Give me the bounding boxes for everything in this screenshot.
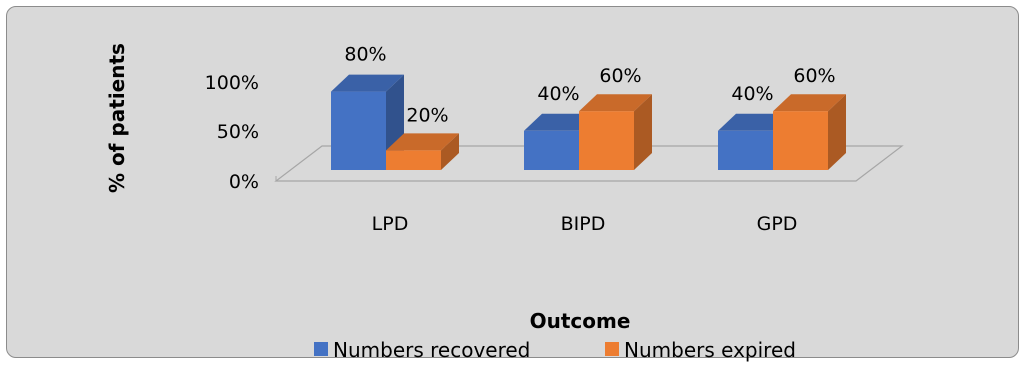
data-label: 40% bbox=[537, 83, 579, 105]
y-tick-labels: 0% 50% 100% bbox=[205, 72, 259, 193]
bar bbox=[386, 133, 459, 170]
x-axis-title: Outcome bbox=[530, 309, 631, 333]
bars bbox=[331, 74, 846, 170]
y-tick-label: 0% bbox=[229, 171, 259, 193]
data-label: 40% bbox=[731, 83, 773, 105]
legend-label-expired: Numbers expired bbox=[624, 338, 796, 362]
chart-area bbox=[6, 6, 1019, 358]
x-tick-label: BIPD bbox=[561, 213, 606, 235]
legend: Numbers recovered Numbers expired bbox=[314, 338, 796, 362]
data-label: 60% bbox=[793, 65, 835, 87]
x-tick-label: LPD bbox=[372, 213, 409, 235]
legend-swatch-recovered bbox=[314, 342, 328, 356]
data-labels: 80% 20% 40% 60% 40% 60% bbox=[344, 44, 835, 127]
bar bbox=[579, 94, 652, 170]
y-tick-label: 100% bbox=[205, 72, 259, 94]
data-label: 20% bbox=[406, 104, 448, 126]
x-tick-labels: LPD BIPD GPD bbox=[372, 213, 798, 235]
y-tick-label: 50% bbox=[217, 121, 259, 143]
x-tick-label: GPD bbox=[757, 213, 798, 235]
bar bbox=[331, 74, 404, 170]
legend-label-recovered: Numbers recovered bbox=[333, 338, 530, 362]
data-label: 60% bbox=[599, 65, 641, 87]
bar bbox=[773, 94, 846, 170]
y-axis-title: % of patients bbox=[105, 43, 129, 193]
data-label: 80% bbox=[344, 44, 386, 66]
legend-swatch-expired bbox=[605, 342, 619, 356]
